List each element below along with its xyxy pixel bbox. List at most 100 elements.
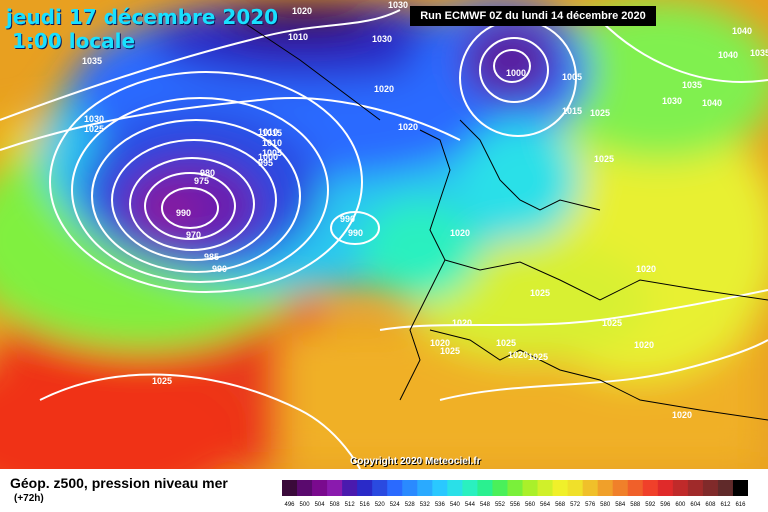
scale-label: 520 xyxy=(375,502,386,508)
scale-label: 568 xyxy=(555,502,566,508)
scale-swatch xyxy=(327,480,343,496)
scale-label: 588 xyxy=(630,502,641,508)
pressure-label: 1020 xyxy=(450,228,470,238)
scale-swatch xyxy=(372,480,388,496)
scale-swatch xyxy=(507,480,524,496)
scale-swatch xyxy=(612,480,629,496)
pressure-label: 1005 xyxy=(562,72,582,82)
pressure-label: 990 xyxy=(340,214,355,224)
scale-label: 580 xyxy=(600,502,611,508)
pressure-label: 1025 xyxy=(590,108,610,118)
scale-swatch xyxy=(597,480,614,496)
pressure-label: 1010 xyxy=(262,138,282,148)
pressure-label: 1040 xyxy=(718,50,738,60)
scale-swatch xyxy=(702,480,719,496)
pressure-label: 1025 xyxy=(528,352,548,362)
scale-swatch xyxy=(582,480,599,496)
pressure-label: 1020 xyxy=(452,318,472,328)
color-scale: 496 500 504 508 512 516 520 524 528 532 536 540 544 5… xyxy=(282,480,748,508)
scale-label: 500 xyxy=(300,502,311,508)
scale-swatch xyxy=(492,480,508,496)
pressure-label: 1020 xyxy=(430,338,450,348)
scale-label: 564 xyxy=(540,502,551,508)
model-run-info: Run ECMWF 0Z du lundi 14 décembre 2020 xyxy=(410,6,656,26)
scale-label: 612 xyxy=(720,502,731,508)
scale-swatch xyxy=(387,480,403,496)
pressure-label: 1030 xyxy=(372,34,392,44)
pressure-label: 1030 xyxy=(388,0,408,10)
scale-label: 584 xyxy=(615,502,626,508)
pressure-label: 1040 xyxy=(702,98,722,108)
scale-label: 532 xyxy=(420,502,431,508)
scale-swatch xyxy=(447,480,463,496)
pressure-label: 1020 xyxy=(672,410,692,420)
scale-swatch xyxy=(657,480,674,496)
pressure-label: 1020 xyxy=(374,84,394,94)
pressure-label: 1025 xyxy=(84,124,104,134)
scale-swatch xyxy=(672,480,689,496)
scale-label: 528 xyxy=(405,502,416,508)
scale-label: 616 xyxy=(735,502,746,508)
pressure-label: 1020 xyxy=(508,350,528,360)
pressure-label: 1000 xyxy=(258,152,278,162)
pressure-label: 1025 xyxy=(152,376,172,386)
scale-label: 548 xyxy=(480,502,491,508)
scale-swatch xyxy=(552,480,569,496)
scale-swatch xyxy=(522,480,539,496)
scale-label: 544 xyxy=(465,502,476,508)
pressure-label: 1010 xyxy=(258,127,278,137)
pressure-label: 990 xyxy=(212,264,227,274)
scale-swatch xyxy=(312,480,328,496)
scale-swatch xyxy=(357,480,373,496)
legend-title: Géop. z500, pression niveau mer xyxy=(10,475,228,491)
pressure-label: 1025 xyxy=(594,154,614,164)
scale-label: 560 xyxy=(525,502,536,508)
scale-swatch xyxy=(477,480,493,496)
pressure-label: 1025 xyxy=(602,318,622,328)
scale-label: 516 xyxy=(360,502,371,508)
scale-label: 604 xyxy=(690,502,701,508)
pressure-label: 970 xyxy=(186,230,201,240)
scale-label: 512 xyxy=(345,502,356,508)
geopotential-field xyxy=(0,0,768,469)
pressure-label: 990 xyxy=(176,208,191,218)
scale-swatch xyxy=(732,480,748,496)
pressure-label: 1000 xyxy=(506,68,526,78)
pressure-label: 1015 xyxy=(262,128,282,138)
scale-swatch xyxy=(462,480,478,496)
scale-swatch xyxy=(282,480,298,496)
scale-swatch xyxy=(432,480,448,496)
pressure-label: 1035 xyxy=(682,80,702,90)
scale-swatch xyxy=(717,480,734,496)
pressure-label: 1035 xyxy=(82,56,102,66)
pressure-label: 980 xyxy=(200,168,215,178)
forecast-date: jeudi 17 décembre 2020 xyxy=(6,5,279,29)
scale-label: 508 xyxy=(330,502,341,508)
scale-label: 576 xyxy=(585,502,596,508)
pressure-label: 1020 xyxy=(292,6,312,16)
pressure-label: 1020 xyxy=(636,264,656,274)
scale-label: 600 xyxy=(675,502,686,508)
pressure-label: 1010 xyxy=(288,32,308,42)
scale-label: 536 xyxy=(435,502,446,508)
scale-swatch xyxy=(297,480,313,496)
pressure-label: 975 xyxy=(194,176,209,186)
forecast-hour: (+72h) xyxy=(14,493,44,504)
scale-label: 608 xyxy=(705,502,716,508)
scale-label: 592 xyxy=(645,502,656,508)
pressure-label: 1030 xyxy=(662,96,682,106)
forecast-time: 1:00 locale xyxy=(12,29,136,53)
scale-swatch xyxy=(342,480,358,496)
pressure-label: 1015 xyxy=(562,106,582,116)
scale-label: 556 xyxy=(510,502,521,508)
scale-swatch xyxy=(537,480,554,496)
scale-label: 524 xyxy=(390,502,401,508)
pressure-label: 1025 xyxy=(530,288,550,298)
pressure-label: 1020 xyxy=(398,122,418,132)
scale-swatch xyxy=(402,480,418,496)
scale-label: 504 xyxy=(315,502,326,508)
copyright-notice: Copyright 2020 Meteociel.fr xyxy=(350,456,481,467)
pressure-label: 1025 xyxy=(440,346,460,356)
